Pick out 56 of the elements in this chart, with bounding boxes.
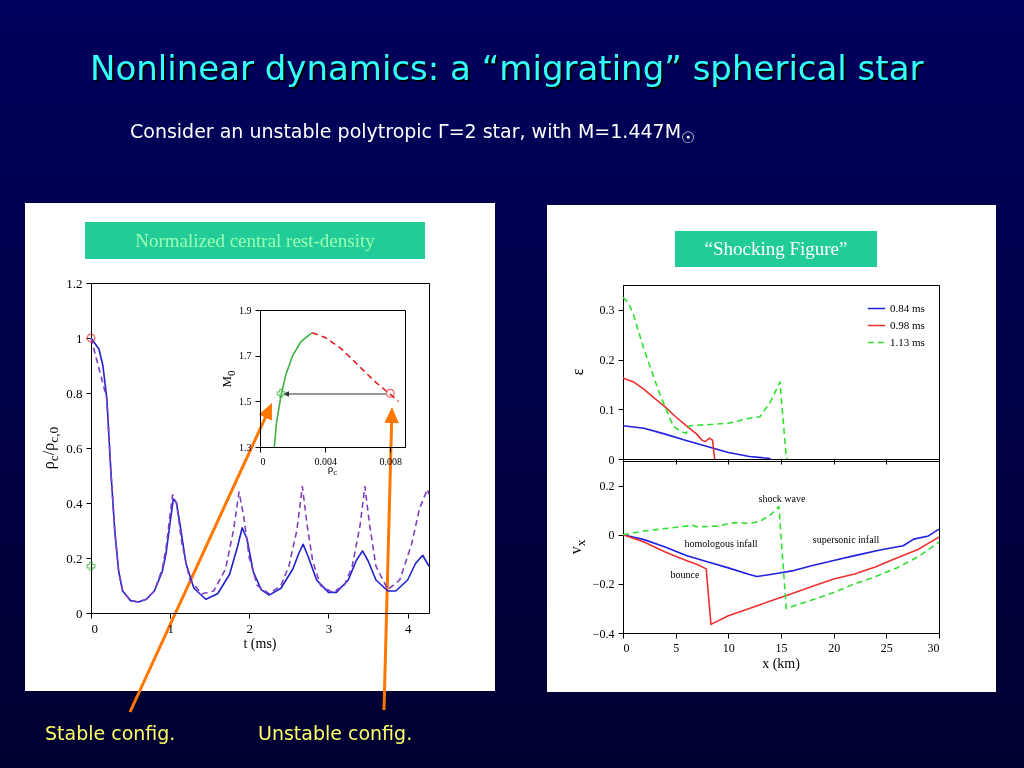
x-tick-label: 0 [260, 455, 266, 467]
annotation: homologous infall [684, 537, 758, 549]
annotation: bounce [670, 568, 700, 580]
x-tick-label: 30 [927, 640, 940, 655]
y-tick-label: 1.9 [239, 304, 252, 316]
y-tick-label: 0.8 [66, 385, 83, 401]
y-tick-label: 1 [76, 330, 83, 346]
y-tick-label: 1.2 [66, 275, 83, 291]
line-series [622, 533, 940, 626]
text: Nonlinear dynamics: a “migrating” spherical star [90, 48, 924, 88]
y-tick-label: 0 [76, 605, 83, 621]
y-tick-label: 1.7 [239, 350, 252, 362]
x-tick-label: 3 [325, 620, 333, 636]
annotation: shock wave [758, 492, 806, 504]
x-axis-title: t (ms) [243, 636, 277, 652]
x-tick-label: 15 [775, 640, 788, 655]
chart-subtitle: Consider an unstable polytropic Γ=2 star, with M=1.447M$_{☉}$ [130, 120, 696, 147]
y-tick-label: 1.5 [239, 395, 252, 407]
text: Unstable config. [258, 722, 413, 744]
line-series [622, 296, 789, 460]
y-tick-label: 0.2 [599, 479, 615, 494]
x-tick-label: 1 [167, 620, 174, 636]
x-tick-label: 25 [880, 640, 893, 655]
legend-label: 0.84 ms [890, 301, 925, 314]
x-tick-label: 10 [722, 640, 735, 655]
x-tick-label: 0 [623, 640, 630, 655]
x-tick-label: 2 [246, 620, 254, 636]
legend-label: 0.98 ms [890, 318, 925, 331]
x-tick-label: 4 [404, 620, 412, 636]
y-tick-label: 0 [608, 528, 615, 543]
line-series [622, 505, 940, 610]
x-tick-label: 20 [828, 640, 841, 655]
line-series [90, 337, 430, 603]
text: “Shocking Figure” [675, 231, 877, 267]
line-series [311, 332, 400, 403]
x-axis-title: x (km) [762, 656, 800, 672]
text: Normalized central rest-density [85, 222, 425, 259]
y-tick-label: 0.6 [66, 440, 83, 456]
y-tick-label: 0.1 [599, 402, 615, 417]
y-tick-label: −0.2 [592, 577, 615, 592]
text: Stable config. [45, 722, 176, 744]
y-tick-label: 0.3 [599, 303, 615, 318]
y-tick-label: 0.2 [66, 550, 83, 566]
line-series [622, 424, 772, 460]
x-tick-label: 5 [673, 640, 680, 655]
y-tick-label: −0.4 [592, 626, 615, 641]
x-tick-label: 0.004 [314, 455, 337, 467]
y-tick-label: 0.2 [599, 353, 615, 368]
legend-label: 1.13 ms [890, 335, 925, 348]
y-tick-label: 1.3 [239, 441, 252, 453]
line-series [622, 377, 716, 460]
annotation: supersonic infall [812, 533, 880, 545]
y-axis-title: ε [569, 368, 587, 376]
line-series [273, 332, 313, 448]
y-tick-label: 0.4 [66, 495, 83, 511]
x-tick-label: 0 [91, 620, 98, 636]
